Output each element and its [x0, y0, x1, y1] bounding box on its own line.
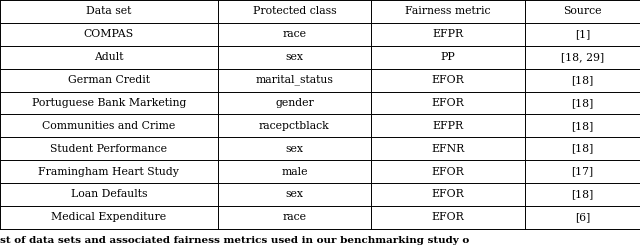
- Text: sex: sex: [285, 52, 303, 62]
- Text: EFOR: EFOR: [431, 190, 465, 200]
- Text: [17]: [17]: [572, 166, 593, 176]
- Text: Source: Source: [563, 6, 602, 16]
- Text: Communities and Crime: Communities and Crime: [42, 121, 175, 131]
- Text: Portuguese Bank Marketing: Portuguese Bank Marketing: [31, 98, 186, 108]
- Text: marital_status: marital_status: [255, 75, 333, 86]
- Text: Framingham Heart Study: Framingham Heart Study: [38, 166, 179, 176]
- Text: [1]: [1]: [575, 29, 590, 39]
- Text: race: race: [282, 212, 307, 222]
- Text: sex: sex: [285, 190, 303, 200]
- Text: race: race: [282, 29, 307, 39]
- Text: st of data sets and associated fairness metrics used in our benchmarking study o: st of data sets and associated fairness …: [0, 236, 469, 245]
- Text: EFPR: EFPR: [433, 121, 463, 131]
- Text: Student Performance: Student Performance: [51, 144, 167, 154]
- Text: Fairness metric: Fairness metric: [405, 6, 491, 16]
- Text: [18]: [18]: [572, 144, 593, 154]
- Text: PP: PP: [440, 52, 456, 62]
- Text: COMPAS: COMPAS: [84, 29, 134, 39]
- Text: EFOR: EFOR: [431, 98, 465, 108]
- Text: [18]: [18]: [572, 98, 593, 108]
- Text: [18]: [18]: [572, 190, 593, 200]
- Text: gender: gender: [275, 98, 314, 108]
- Text: male: male: [281, 166, 308, 176]
- Text: [18]: [18]: [572, 121, 593, 131]
- Text: Medical Expenditure: Medical Expenditure: [51, 212, 166, 222]
- Text: EFOR: EFOR: [431, 166, 465, 176]
- Text: EFPR: EFPR: [433, 29, 463, 39]
- Text: Data set: Data set: [86, 6, 131, 16]
- Text: EFOR: EFOR: [431, 212, 465, 222]
- Text: racepctblack: racepctblack: [259, 121, 330, 131]
- Text: sex: sex: [285, 144, 303, 154]
- Text: Adult: Adult: [94, 52, 124, 62]
- Text: [6]: [6]: [575, 212, 590, 222]
- Text: [18, 29]: [18, 29]: [561, 52, 604, 62]
- Text: [18]: [18]: [572, 75, 593, 85]
- Text: EFOR: EFOR: [431, 75, 465, 85]
- Text: EFNR: EFNR: [431, 144, 465, 154]
- Text: Protected class: Protected class: [253, 6, 336, 16]
- Text: Loan Defaults: Loan Defaults: [70, 190, 147, 200]
- Text: German Credit: German Credit: [68, 75, 150, 85]
